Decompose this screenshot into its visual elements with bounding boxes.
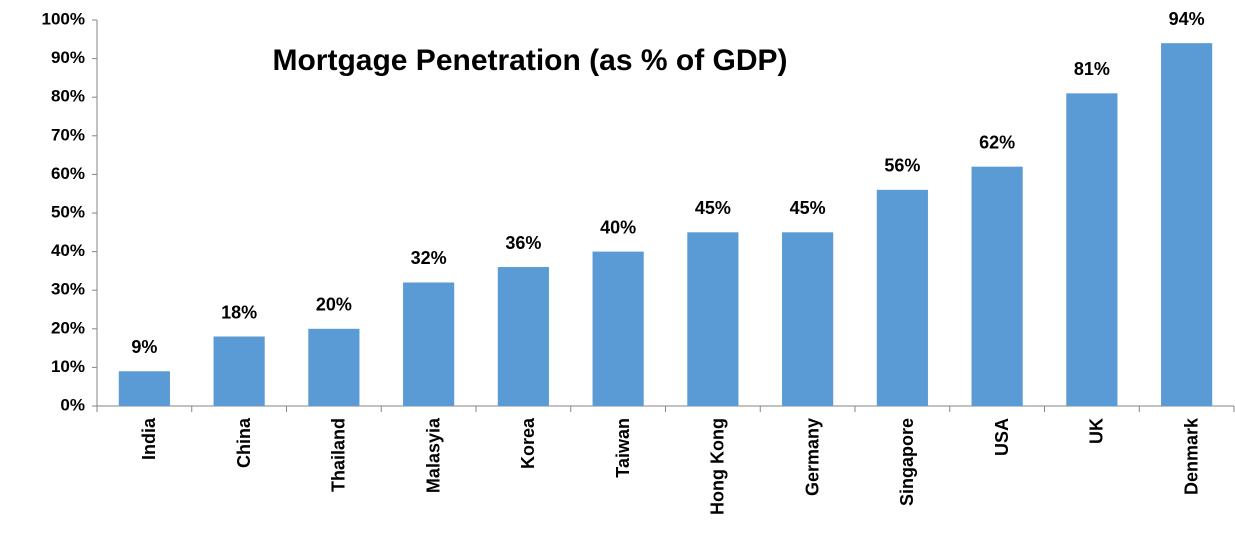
chart-title: Mortgage Penetration (as % of GDP) — [272, 44, 787, 77]
bar — [213, 336, 265, 406]
data-label: 20% — [316, 295, 352, 315]
y-tick-label: 80% — [51, 87, 85, 106]
y-tick-label: 70% — [51, 125, 85, 144]
data-label: 40% — [600, 217, 636, 237]
y-tick-label: 100% — [42, 9, 85, 28]
x-tick-label: Malasyia — [423, 417, 443, 493]
y-tick-label: 50% — [51, 202, 85, 221]
y-tick-label: 60% — [51, 164, 85, 183]
y-tick-label: 40% — [51, 241, 85, 260]
data-label: 62% — [979, 132, 1015, 152]
bar — [687, 232, 739, 406]
x-tick-label: UK — [1087, 418, 1107, 444]
data-label: 32% — [411, 248, 447, 268]
x-tick-label: Taiwan — [613, 418, 633, 478]
x-tick-label: India — [139, 417, 159, 460]
data-label: 45% — [790, 198, 826, 218]
bar — [1161, 43, 1213, 406]
y-tick-label: 10% — [51, 357, 85, 376]
bar — [782, 232, 834, 406]
y-tick-label: 90% — [51, 48, 85, 67]
data-label: 36% — [505, 233, 541, 253]
bar — [308, 328, 360, 406]
x-tick-label: China — [234, 417, 254, 468]
x-tick-label: Hong Kong — [708, 418, 728, 515]
data-label: 45% — [695, 198, 731, 218]
bar — [971, 166, 1023, 406]
bar — [876, 189, 928, 406]
bar — [497, 267, 549, 406]
bar — [592, 251, 644, 406]
x-tick-label: Denmark — [1181, 417, 1201, 495]
y-tick-label: 0% — [60, 395, 85, 414]
y-tick-label: 20% — [51, 318, 85, 337]
x-tick-label: Singapore — [897, 418, 917, 506]
x-tick-label: Korea — [518, 417, 538, 469]
data-label: 94% — [1169, 9, 1205, 29]
data-label: 9% — [131, 337, 157, 357]
bar — [403, 282, 455, 406]
x-tick-label: Thailand — [329, 418, 349, 492]
bar — [118, 371, 170, 406]
data-label: 56% — [884, 156, 920, 176]
y-tick-label: 30% — [51, 280, 85, 299]
data-label: 81% — [1074, 59, 1110, 79]
data-label: 18% — [221, 302, 257, 322]
x-tick-label: USA — [992, 418, 1012, 456]
bar — [1066, 93, 1118, 406]
x-tick-label: Germany — [802, 418, 822, 496]
